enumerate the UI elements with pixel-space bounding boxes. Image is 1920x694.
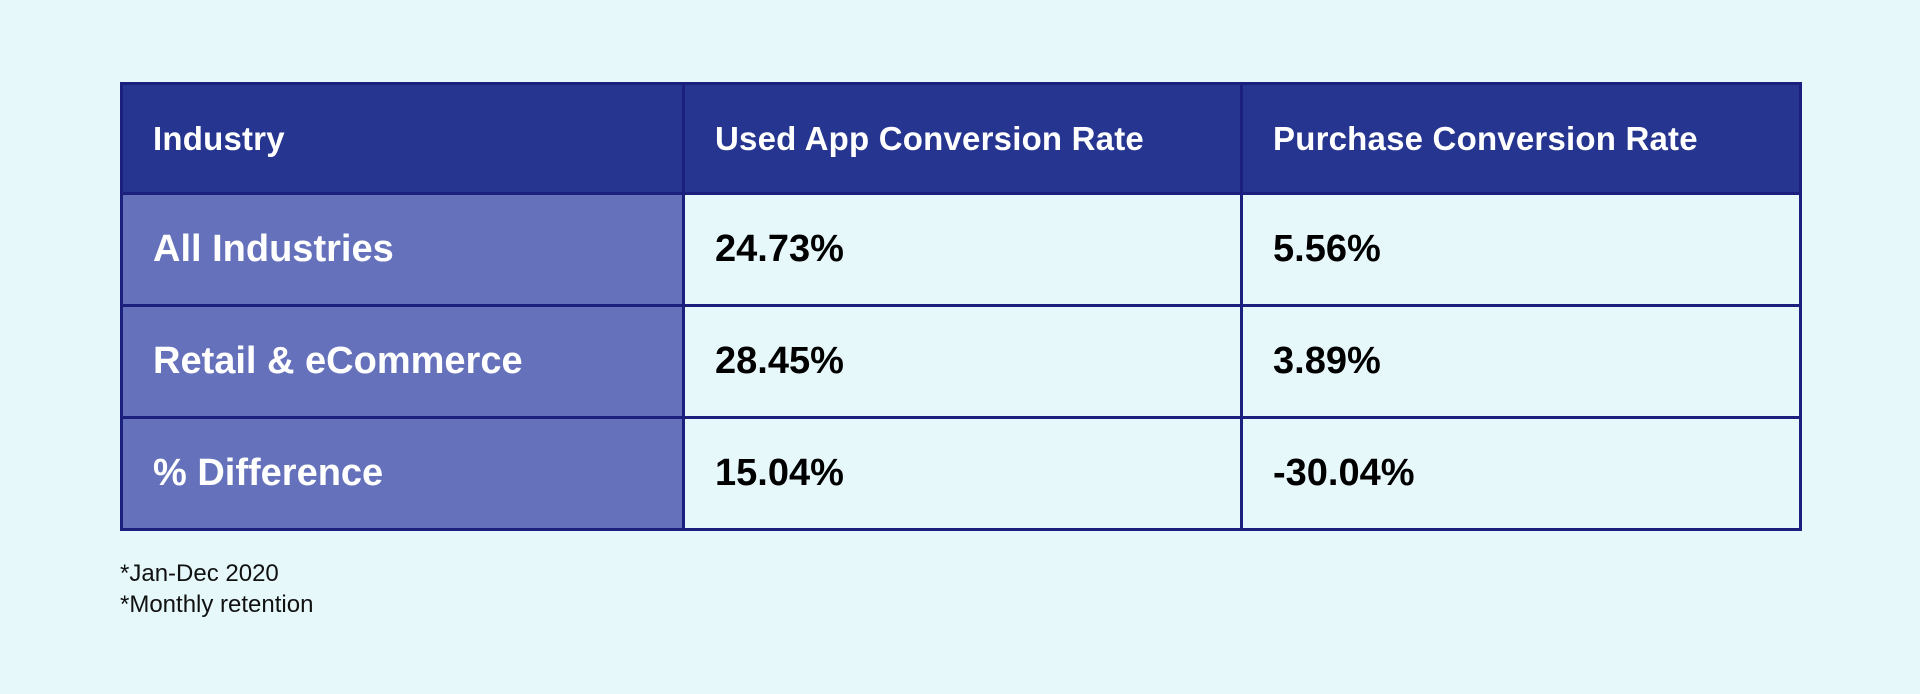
column-header-purchase-conversion-rate: Purchase Conversion Rate	[1240, 82, 1802, 195]
conversion-rate-table: Industry Used App Conversion Rate Purcha…	[120, 82, 1802, 531]
row-label-retail-ecommerce: Retail & eCommerce	[120, 304, 685, 419]
footnote-retention: *Monthly retention	[120, 591, 314, 618]
cell-percent-difference-used-app-rate: 15.04%	[682, 416, 1243, 531]
table-header-row: Industry Used App Conversion Rate Purcha…	[120, 82, 1802, 195]
footnote-date-range: *Jan-Dec 2020	[120, 560, 279, 587]
cell-retail-ecommerce-used-app-rate: 28.45%	[682, 304, 1243, 419]
cell-percent-difference-purchase-rate: -30.04%	[1240, 416, 1802, 531]
cell-all-industries-used-app-rate: 24.73%	[682, 192, 1243, 307]
row-label-percent-difference: % Difference	[120, 416, 685, 531]
cell-all-industries-purchase-rate: 5.56%	[1240, 192, 1802, 307]
table-row: % Difference 15.04% -30.04%	[120, 416, 1802, 531]
column-header-industry: Industry	[120, 82, 685, 195]
cell-retail-ecommerce-purchase-rate: 3.89%	[1240, 304, 1802, 419]
column-header-used-app-conversion-rate: Used App Conversion Rate	[682, 82, 1243, 195]
table-row: Retail & eCommerce 28.45% 3.89%	[120, 304, 1802, 419]
conversion-rate-table-container: Industry Used App Conversion Rate Purcha…	[120, 82, 1802, 531]
row-label-all-industries: All Industries	[120, 192, 685, 307]
footnotes: *Jan-Dec 2020 *Monthly retention	[120, 558, 313, 620]
table-row: All Industries 24.73% 5.56%	[120, 192, 1802, 307]
